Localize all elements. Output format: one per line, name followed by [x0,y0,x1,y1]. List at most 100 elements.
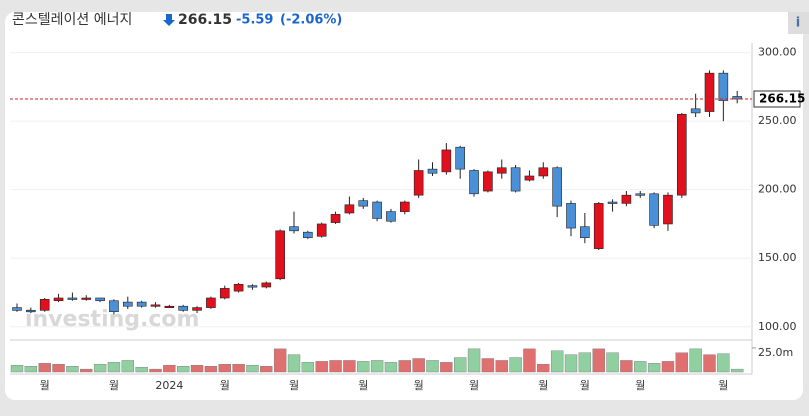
candle-body [303,231,313,238]
candle-body [552,167,562,207]
volume-bar [218,364,231,373]
volume-bar [689,348,702,373]
candle-body [123,301,133,307]
x-tick-label: 월 [40,379,50,392]
candle-body [635,193,646,196]
volume-bar [578,352,592,373]
candle-body [566,203,576,229]
candle-body [593,203,604,249]
volume-bar [398,360,411,373]
volume-bar [454,357,467,373]
candle-body [441,149,452,173]
volume-bar [731,368,744,373]
volume-bar [10,365,24,373]
x-tick-label: 월 [109,379,119,392]
candle-body [524,175,535,181]
volume-bar [80,368,93,373]
candle-body [233,283,244,292]
candle-body [704,72,715,112]
volume-bar [343,360,356,373]
volume-bar [717,353,730,373]
candle-body [663,194,673,225]
candle-body [413,170,424,196]
candle-body [344,204,355,214]
volume-bar [149,368,162,373]
candle-body [53,297,64,302]
volume-bar [287,354,301,373]
volume-bar [384,362,398,373]
candle-body [483,171,493,192]
volume-bar [329,360,342,373]
volume-tick-label: 25.0m [758,346,793,359]
candle-body [621,194,632,204]
volume-bar [93,364,107,373]
volume-bar [634,361,647,373]
volume-bar [232,364,245,373]
volume-bar [315,361,328,373]
candle-body [316,223,327,237]
candle-body [192,307,202,311]
volume-bar [495,360,508,373]
volume-bar [675,352,688,373]
candle-body [690,108,701,114]
candle-body [718,72,729,101]
x-tick-label: 월 [635,379,645,392]
x-tick-label: 2024 [155,379,183,392]
volume-bar [273,348,287,373]
x-tick-label: 월 [718,379,728,392]
candle-body [399,201,410,212]
x-tick-label: 월 [414,379,424,392]
volume-bar [620,360,633,373]
candle-body [81,297,92,300]
y-tick-label: 200.00 [758,183,797,196]
x-tick-label: 월 [580,379,590,392]
candle-body [275,230,285,280]
candle-body [455,146,466,170]
x-tick-label: 월 [220,379,230,392]
stock-name: 콘스텔레이션 에너지 [12,12,132,28]
x-tick-label: 월 [538,379,548,392]
volume-bar [176,366,190,373]
volume-bar [121,360,135,373]
volume-bar [246,365,259,373]
volume-bar [481,358,495,373]
candle-body [261,282,272,288]
y-tick-label: 300.00 [758,46,797,59]
candle-body [164,305,175,309]
volume-bar [426,360,439,373]
y-tick-label: 150.00 [758,251,797,264]
info-button[interactable] [788,12,809,34]
candle-body [247,285,258,288]
candle-body [538,167,549,177]
candle-body [150,304,161,307]
volume-bar [190,365,204,373]
volume-bar [523,348,536,373]
candle-body [136,301,147,307]
candle-body [109,300,119,312]
volume-bar [370,360,384,373]
y-tick-label: 250.00 [758,114,797,127]
last-price-box [753,90,801,108]
volume-bar [204,366,218,373]
volume-bar [135,366,148,373]
candle-body [676,113,687,196]
volume-bar [52,364,65,373]
candle-body [469,170,479,195]
volume-bar [606,352,619,373]
candle-body [178,305,188,311]
volume-bar [24,366,38,373]
volume-bar [647,363,661,373]
candle-body [289,226,299,232]
candle-body [330,214,341,223]
x-tick-label: 월 [469,379,479,392]
change-pct: (-2.06%) [280,13,342,28]
down-arrow [163,14,175,26]
volume-bar [564,354,578,373]
last-price-label: 266.15 [759,92,805,106]
candle-body [386,211,396,222]
info-icon[interactable]: i [796,16,800,31]
y-tick-label: 100.00 [758,320,797,333]
volume-bar [38,363,51,373]
candle-body [358,200,369,207]
volume-bar [163,365,176,373]
